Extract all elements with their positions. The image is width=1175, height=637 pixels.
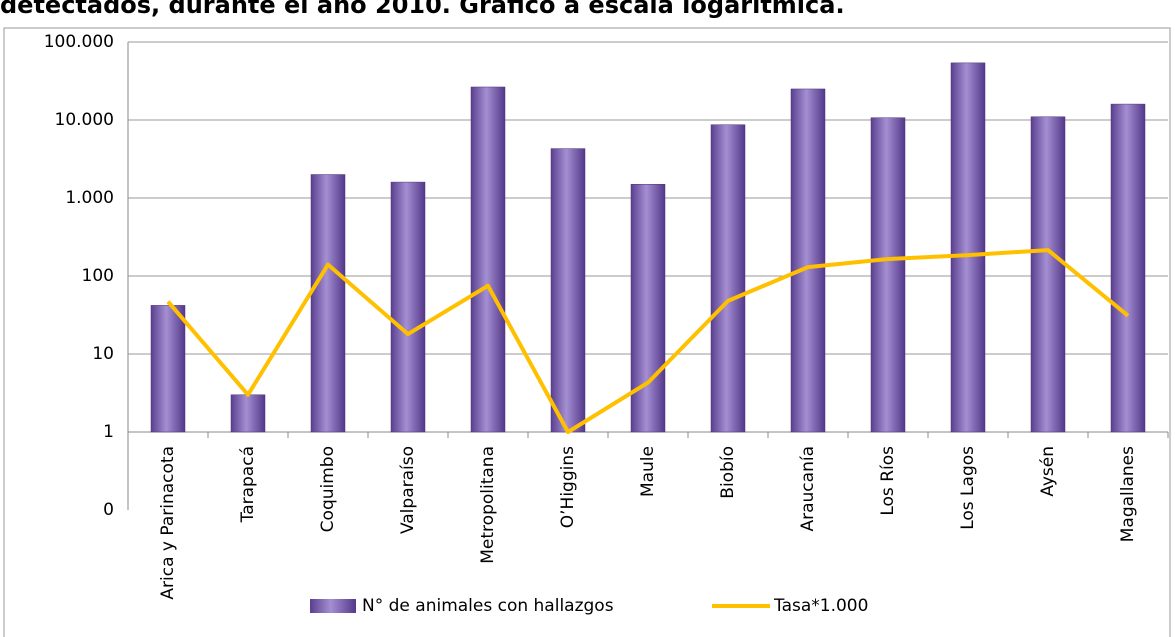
x-tick-label: Maule [638,446,658,497]
legend-swatch [310,599,356,613]
bar [230,394,266,433]
y-tick-label: 10.000 [55,110,114,130]
x-tick-label: Valparaíso [398,446,418,534]
x-tick-label: Los Lagos [958,446,978,530]
bar [1030,116,1066,433]
x-tick-label: O’Higgins [558,446,578,528]
x-tick-label: Metropolitana [478,446,498,564]
x-tick-label: Magallanes [1118,446,1138,542]
bar [870,117,906,433]
bar [150,305,186,433]
x-tick-label: Biobío [718,446,738,499]
y-tick-label: 1 [103,422,114,442]
x-tick-label: Araucanía [798,446,818,532]
y-tick-label: 0 [103,500,114,520]
bar [470,86,506,433]
chart-border [3,27,1171,637]
bar [710,124,746,433]
bar [550,148,586,433]
y-tick-label: 1.000 [65,188,114,208]
x-tick-label: Aysén [1038,446,1058,497]
bar [790,88,826,433]
bar [950,62,986,433]
x-tick-label: Arica y Parinacota [158,446,178,600]
x-tick-label: Los Ríos [878,446,898,516]
line [166,248,1130,434]
x-tick-label: Tarapacá [238,446,258,523]
y-tick-label: 100 [82,266,114,286]
bar [310,174,346,433]
legend-label: Tasa*1.000 [773,596,868,616]
bar [390,181,426,433]
y-tick-label: 100.000 [44,32,114,52]
bar [1110,103,1146,433]
legend-label: N° de animales con hallazgos [362,596,614,616]
chart-title: detectados, durante el año 2010. Gráfico… [0,0,845,19]
y-tick-label: 10 [92,344,114,364]
bar [630,184,666,433]
x-tick-label: Coquimbo [318,446,338,532]
